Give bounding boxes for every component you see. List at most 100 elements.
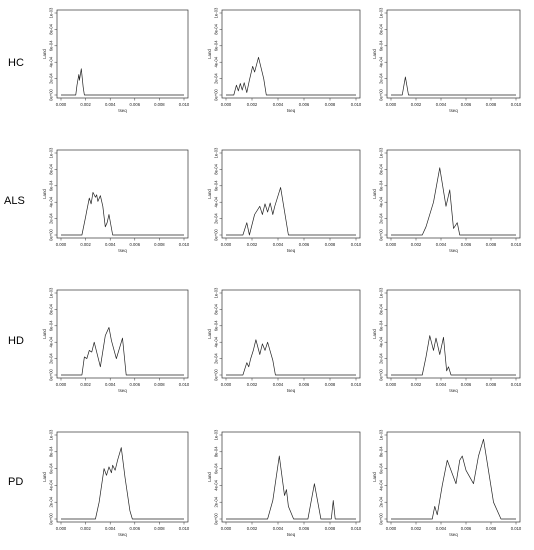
plot-frame <box>56 9 189 99</box>
y-tick-label: 6e-04 <box>379 463 384 474</box>
x-tick-label: 0.000 <box>386 382 397 387</box>
y-tick-label: 1e-03 <box>379 7 384 18</box>
y-axis-label: Land <box>42 472 47 482</box>
series-line <box>391 167 516 236</box>
x-tick-label: 0.010 <box>179 526 190 531</box>
y-tick-label: 8e-04 <box>379 446 384 457</box>
y-tick-label: 2e-04 <box>214 213 219 224</box>
x-tick-label: 0.010 <box>511 382 522 387</box>
y-tick-label: 1e-03 <box>49 147 54 158</box>
y-tick-label: 0e+00 <box>49 228 54 240</box>
x-tick-label: 0.006 <box>299 102 310 107</box>
series-line <box>61 68 184 96</box>
y-tick-label: 6e-04 <box>214 463 219 474</box>
x-tick-label: 0.006 <box>299 526 310 531</box>
x-tick-label: 0.008 <box>486 382 497 387</box>
x-tick-label: 0.004 <box>273 242 284 247</box>
y-tick-label: 6e-04 <box>214 320 219 331</box>
chart-panel-hc-3: 0.000 0.002 0.004 0.006 0.008 0.010 0e+00 2e-04… <box>372 7 522 113</box>
chart-panel-hc-2: 0.000 0.002 0.004 0.006 0.008 0.010 0e+00 2e-04… <box>207 7 362 113</box>
y-tick-label: 8e-04 <box>49 303 54 314</box>
plot-frame <box>386 289 521 379</box>
y-tick-label: 2e-04 <box>49 353 54 364</box>
chart-panel-hd-3: 0.000 0.002 0.004 0.006 0.008 0.010 0e+00 2e-04… <box>372 287 522 393</box>
y-tick-label: 8e-04 <box>214 163 219 174</box>
x-tick-label: 0.008 <box>154 242 165 247</box>
x-tick-label: 0.010 <box>511 102 522 107</box>
y-tick-label: 4e-04 <box>214 196 219 207</box>
x-tick-label: 0.010 <box>179 102 190 107</box>
x-tick-label: 0.004 <box>105 242 116 247</box>
chart-panel-als-2: 0.000 0.002 0.004 0.006 0.008 0.010 0e+00 2e-04… <box>207 147 362 253</box>
series-line <box>61 327 184 376</box>
x-tick-label: 0.006 <box>461 382 472 387</box>
x-tick-label: 0.002 <box>80 102 91 107</box>
x-axis-label: tseq <box>287 248 296 253</box>
x-axis-label: tseq <box>449 248 458 253</box>
chart-panel-hd-2: 0.000 0.002 0.004 0.006 0.008 0.010 0e+00 2e-04… <box>207 287 362 393</box>
x-axis-label: tseq <box>287 108 296 113</box>
y-tick-label: 1e-03 <box>379 147 384 158</box>
y-axis-label: Land <box>207 472 212 482</box>
x-tick-label: 0.000 <box>56 102 67 107</box>
x-tick-label: 0.002 <box>247 526 258 531</box>
y-tick-label: 6e-04 <box>379 40 384 51</box>
y-tick-label: 0e+00 <box>379 368 384 380</box>
series-line <box>226 187 356 236</box>
y-tick-label: 2e-04 <box>379 213 384 224</box>
x-tick-label: 0.010 <box>351 382 362 387</box>
plot-frame <box>221 9 361 99</box>
y-tick-label: 8e-04 <box>214 303 219 314</box>
x-tick-label: 0.008 <box>154 382 165 387</box>
x-tick-label: 0.006 <box>130 382 141 387</box>
y-tick-label: 0e+00 <box>49 368 54 380</box>
y-axis-label: Land <box>42 49 47 59</box>
y-tick-label: 8e-04 <box>214 23 219 34</box>
y-tick-label: 1e-03 <box>214 7 219 18</box>
x-tick-label: 0.000 <box>221 382 232 387</box>
y-tick-label: 4e-04 <box>214 479 219 490</box>
series-line <box>391 76 516 96</box>
x-tick-label: 0.010 <box>511 526 522 531</box>
row-label-hc: HC <box>8 57 24 69</box>
x-tick-label: 0.006 <box>461 242 472 247</box>
x-tick-label: 0.010 <box>511 242 522 247</box>
y-tick-label: 2e-04 <box>214 496 219 507</box>
x-tick-label: 0.002 <box>80 242 91 247</box>
series-line <box>391 438 516 520</box>
y-tick-label: 8e-04 <box>214 446 219 457</box>
y-tick-label: 2e-04 <box>49 213 54 224</box>
x-axis-label: tseq <box>118 248 127 253</box>
y-tick-label: 2e-04 <box>379 353 384 364</box>
y-axis-label: Land <box>42 189 47 199</box>
y-tick-label: 2e-04 <box>214 353 219 364</box>
y-tick-label: 8e-04 <box>379 23 384 34</box>
plot-frame <box>221 431 361 523</box>
y-tick-label: 0e+00 <box>49 88 54 100</box>
y-axis-label: Land <box>372 189 377 199</box>
y-tick-label: 6e-04 <box>214 40 219 51</box>
y-tick-label: 1e-03 <box>49 287 54 298</box>
x-axis-label: tseq <box>449 388 458 393</box>
x-tick-label: 0.008 <box>486 102 497 107</box>
row-label-hd: HD <box>8 335 24 347</box>
x-tick-label: 0.002 <box>80 526 91 531</box>
plot-frame <box>386 149 521 239</box>
y-axis-label: Land <box>207 189 212 199</box>
y-tick-label: 8e-04 <box>49 23 54 34</box>
x-tick-label: 0.006 <box>461 102 472 107</box>
chart-panel-pd-1: 0.000 0.002 0.004 0.006 0.008 0.010 0e+00 2e-04… <box>42 429 190 537</box>
y-axis-label: Land <box>372 329 377 339</box>
y-tick-label: 4e-04 <box>49 336 54 347</box>
series-line <box>226 455 356 520</box>
x-axis-label: tseq <box>287 388 296 393</box>
x-axis-label: tseq <box>118 108 127 113</box>
x-tick-label: 0.006 <box>130 526 141 531</box>
x-tick-label: 0.006 <box>299 242 310 247</box>
y-tick-label: 1e-03 <box>49 7 54 18</box>
y-tick-label: 0e+00 <box>214 512 219 524</box>
x-tick-label: 0.000 <box>386 102 397 107</box>
x-tick-label: 0.008 <box>325 382 336 387</box>
x-tick-label: 0.000 <box>221 526 232 531</box>
x-tick-label: 0.000 <box>56 242 67 247</box>
